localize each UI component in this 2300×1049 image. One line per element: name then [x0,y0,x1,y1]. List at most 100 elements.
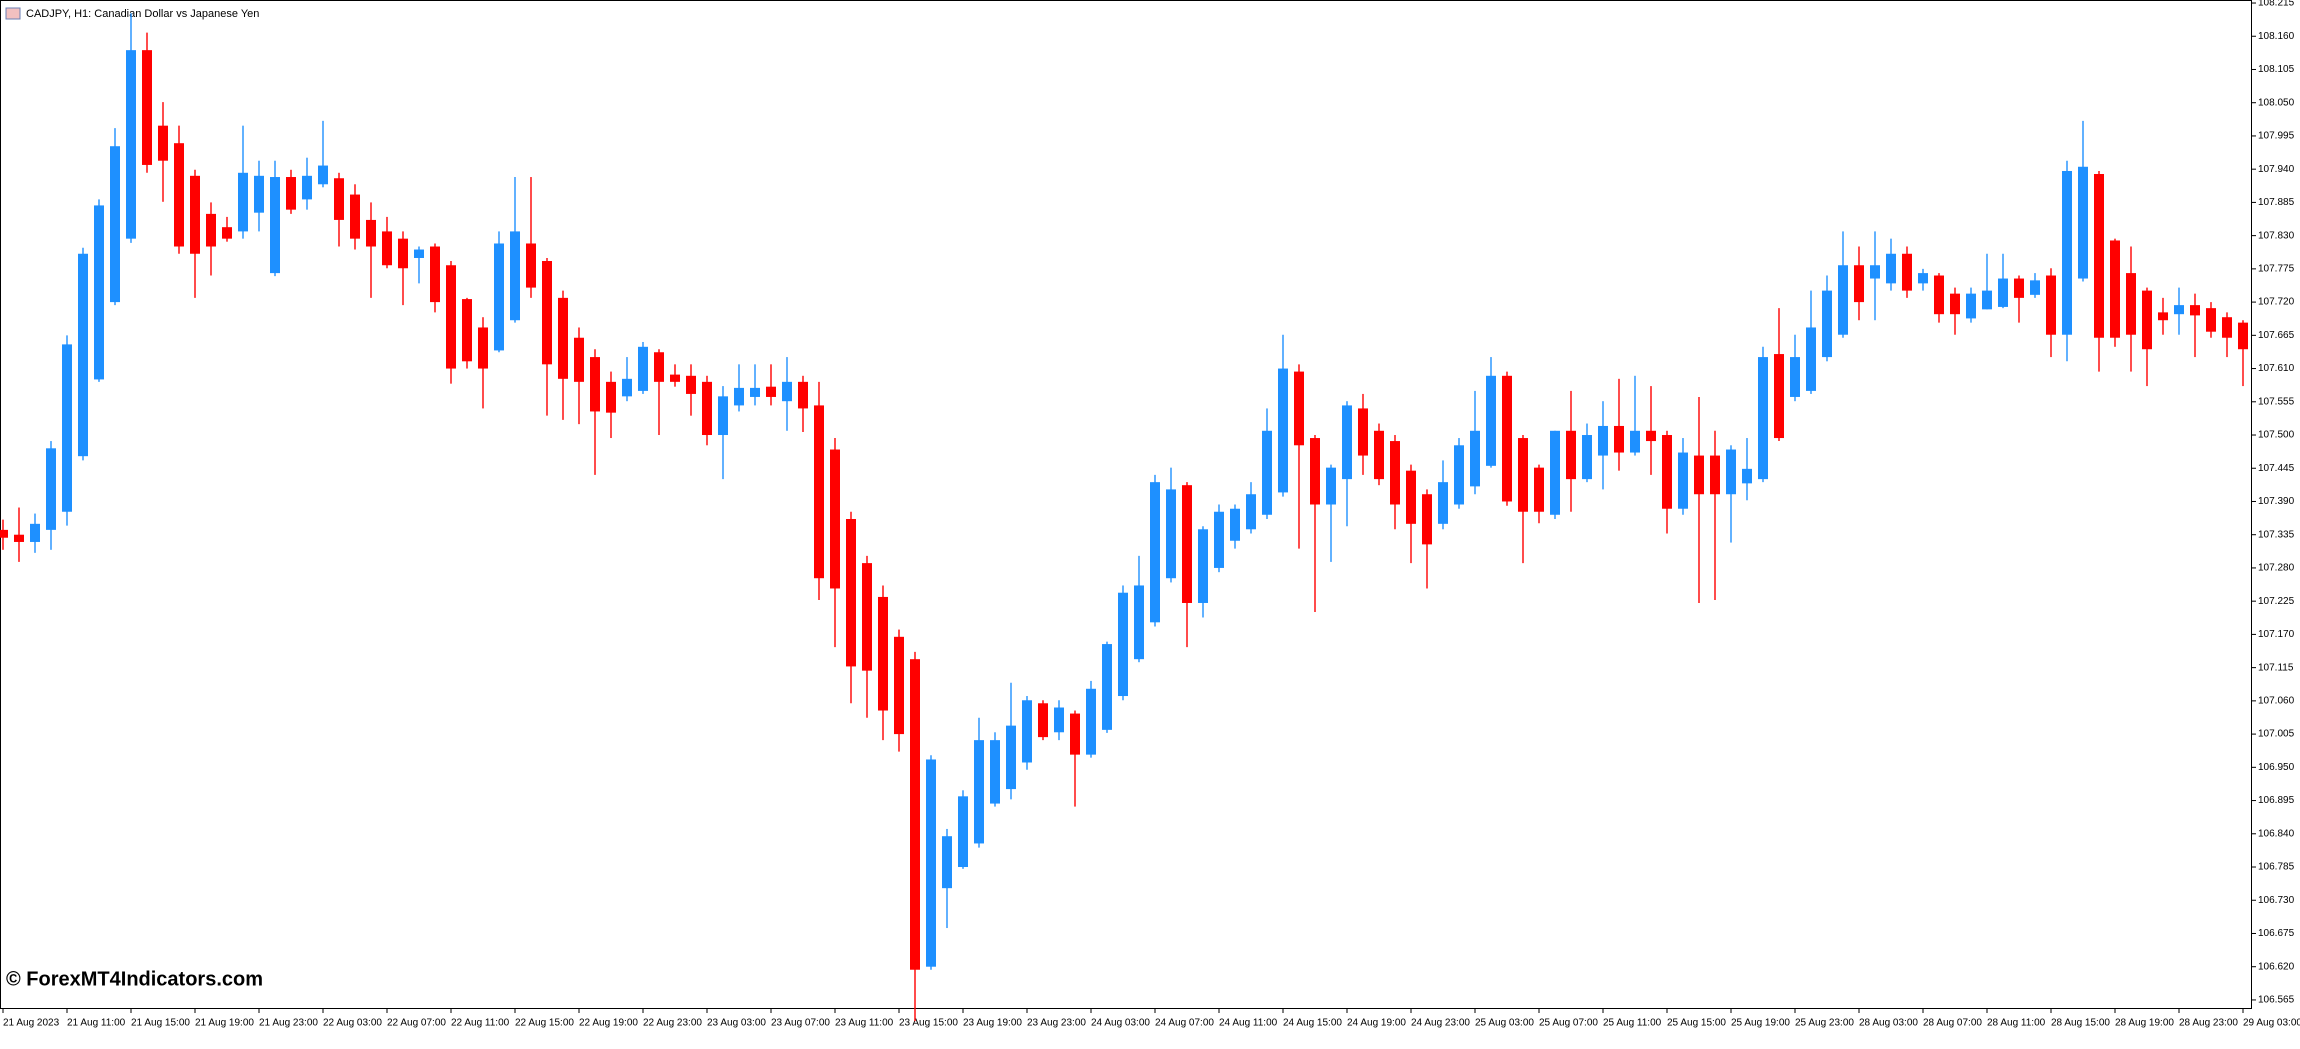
candle-body [1454,445,1464,505]
candle-body [2110,240,2120,338]
x-tick-label: 22 Aug 19:00 [579,1018,638,1029]
candle-body [206,213,216,247]
candle-body [110,146,120,303]
candle-body [1950,293,1960,315]
candle-body [1166,489,1176,579]
candle-body [830,449,840,589]
x-tick-label: 25 Aug 03:00 [1475,1018,1534,1029]
candle-body [2190,305,2200,316]
y-tick-label: 107.995 [2258,131,2295,142]
candle-body [1662,435,1672,509]
candle-body [974,740,984,844]
candle-body [2238,322,2248,350]
candle-body [1182,485,1192,603]
x-tick-label: 24 Aug 11:00 [1219,1018,1278,1029]
candle-body [1278,368,1288,493]
x-tick-label: 21 Aug 2023 [3,1018,60,1029]
candle-body [494,243,504,351]
y-tick-label: 107.170 [2258,629,2295,640]
candle-body [1310,438,1320,505]
candle-body [2062,170,2072,335]
candle-body [1550,430,1560,515]
plot-frame [0,0,2252,1009]
x-tick-label: 28 Aug 07:00 [1923,1018,1982,1029]
candle-body [1342,405,1352,480]
y-tick-label: 107.335 [2258,529,2295,540]
watermark: © ForexMT4Indicators.com [6,968,263,990]
candle-body [1470,430,1480,487]
candle-body [1070,713,1080,755]
y-tick-label: 107.225 [2258,596,2295,607]
x-tick-label: 23 Aug 07:00 [771,1018,830,1029]
candle-body [30,523,40,542]
candle-body [1838,265,1848,335]
y-tick-label: 106.840 [2258,828,2295,839]
candle-body [1790,357,1800,397]
candle-body [2030,280,2040,295]
candle-body [14,534,24,542]
candle-body [1630,430,1640,453]
y-tick-label: 107.885 [2258,197,2295,208]
candle-body [414,249,424,258]
candle-body [622,378,632,397]
candle-body [782,381,792,402]
candle-body [446,265,456,369]
x-tick-label: 25 Aug 07:00 [1539,1018,1598,1029]
candle-body [734,387,744,406]
x-tick-label: 22 Aug 15:00 [515,1018,574,1029]
candle-body [78,253,88,457]
x-tick-label: 25 Aug 23:00 [1795,1018,1854,1029]
x-tick-label: 23 Aug 11:00 [835,1018,894,1029]
candle-body [1726,449,1736,495]
candle-body [1438,482,1448,524]
candle-body [1710,455,1720,495]
x-tick-label: 25 Aug 15:00 [1667,1018,1726,1029]
x-tick-label: 24 Aug 19:00 [1347,1018,1406,1029]
x-tick-label: 28 Aug 11:00 [1987,1018,2046,1029]
candle-body [1262,430,1272,515]
candle-body [1022,700,1032,763]
x-tick-label: 23 Aug 03:00 [707,1018,766,1029]
candle-body [558,297,568,379]
candle-body [222,227,232,239]
candle-body [1886,253,1896,284]
x-tick-label: 23 Aug 15:00 [899,1018,958,1029]
x-tick-label: 22 Aug 07:00 [387,1018,446,1029]
candle-body [478,327,488,369]
candle-body [94,205,104,380]
candle-body [526,243,536,288]
y-tick-label: 107.390 [2258,496,2295,507]
candle-body [878,596,888,711]
candle-body [2046,275,2056,335]
candle-body [1822,290,1832,358]
candle-body [590,357,600,412]
candle-body [1054,707,1064,733]
y-tick-label: 106.730 [2258,895,2295,906]
x-tick-label: 21 Aug 15:00 [131,1018,190,1029]
candle-body [718,396,728,436]
candle-body [686,375,696,394]
candle-body [1134,585,1144,660]
x-tick-label: 22 Aug 03:00 [323,1018,382,1029]
candle-body [2094,174,2104,338]
candle-body [1694,455,1704,495]
candle-body [1918,273,1928,284]
candle-body [1646,430,1656,442]
candle-body [0,529,8,538]
x-tick-label: 21 Aug 11:00 [67,1018,126,1029]
x-tick-label: 22 Aug 11:00 [451,1018,510,1029]
x-tick-label: 28 Aug 23:00 [2179,1018,2238,1029]
candle-body [1246,494,1256,530]
candle-body [750,387,760,397]
candle-body [238,172,248,232]
candle-body [2206,308,2216,332]
candle-body [1358,408,1368,456]
y-tick-label: 107.280 [2258,563,2295,574]
candle-body [862,563,872,671]
x-tick-label: 29 Aug 03:00 [2243,1018,2300,1029]
candle-body [814,405,824,579]
candle-body [1326,467,1336,505]
candle-body [366,219,376,247]
candle-body [2126,273,2136,335]
